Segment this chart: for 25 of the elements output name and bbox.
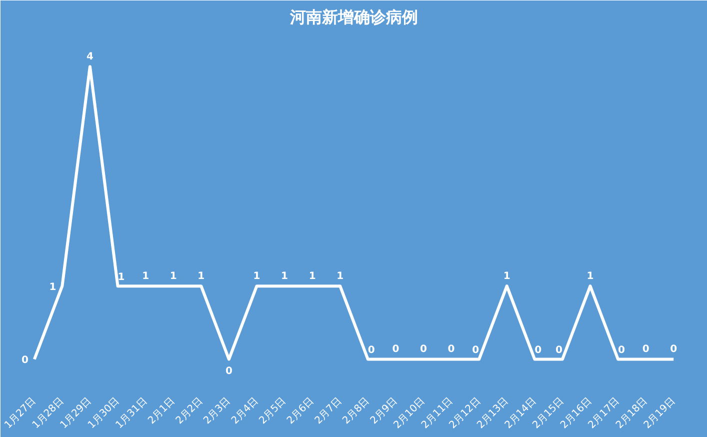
data-label: 0	[472, 345, 480, 356]
data-label: 1	[49, 282, 56, 294]
data-label: 0	[670, 344, 678, 356]
data-label: 1	[586, 271, 594, 282]
data-label: 1	[253, 271, 260, 282]
data-label: 0	[420, 344, 427, 356]
data-label: 0	[225, 366, 232, 378]
chart-title: 河南新增确诊病例	[289, 8, 418, 26]
data-label: 1	[198, 271, 205, 282]
data-label: 0	[642, 344, 650, 356]
data-label: 1	[308, 271, 316, 282]
data-label: 1	[170, 271, 177, 282]
data-label: 0	[618, 345, 626, 356]
data-label: 0	[21, 355, 28, 366]
data-label: 0	[534, 345, 542, 356]
data-label: 0	[368, 345, 375, 356]
data-label: 0	[555, 345, 562, 356]
data-label: 1	[281, 271, 288, 282]
data-label: 0	[392, 344, 400, 356]
data-label: 1	[336, 271, 344, 282]
data-label: 1	[118, 272, 125, 284]
data-label: 0	[448, 344, 455, 356]
data-label: 1	[142, 271, 150, 282]
data-label: 4	[86, 52, 94, 63]
data-label: 1	[503, 271, 510, 282]
